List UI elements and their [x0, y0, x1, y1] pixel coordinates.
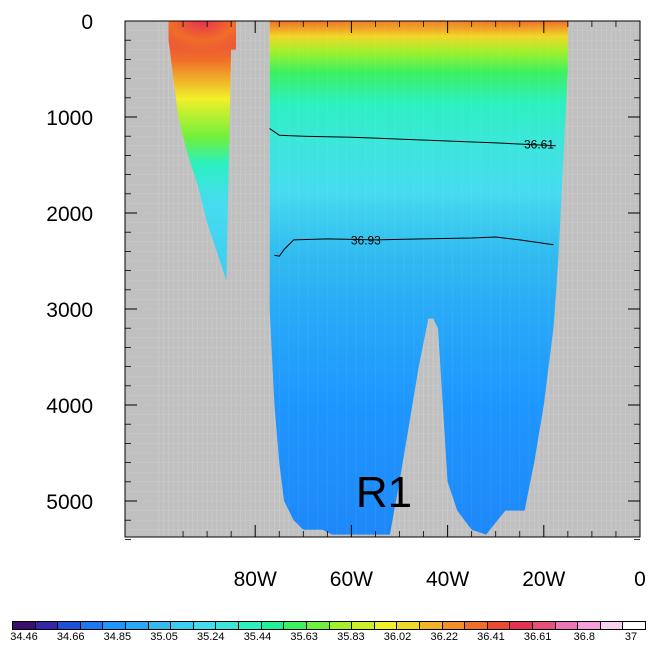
colorbar-swatch — [13, 622, 36, 629]
colorbar-swatch — [465, 622, 488, 629]
colorbar-swatch — [193, 622, 217, 629]
y-tick-label: 3000 — [46, 299, 93, 322]
colorbar-swatch — [419, 622, 443, 629]
colorbar-swatch — [284, 622, 307, 629]
colorbar-swatch — [374, 622, 398, 629]
colorbar-swatch — [510, 622, 534, 629]
y-tick-label: 5000 — [46, 491, 93, 514]
y-tick-label: 1000 — [46, 107, 93, 130]
colorbar-label: 37 — [624, 631, 638, 643]
main-basin-profile — [269, 21, 568, 535]
colorbar-label: 36.8 — [573, 631, 596, 643]
colorbar-swatch — [80, 622, 104, 629]
western-surface-maximum — [168, 21, 236, 61]
colorbar-swatch — [239, 622, 262, 629]
colorbar-swatch — [58, 622, 81, 629]
contour-line — [274, 236, 554, 257]
colorbar — [12, 621, 646, 630]
colorbar-swatch — [352, 622, 375, 629]
panel-label: R1 — [356, 468, 412, 517]
x-tick-label: 80W — [234, 568, 277, 591]
colorbar-swatch — [148, 622, 172, 629]
colorbar-swatch — [442, 622, 466, 629]
y-tick-label: 0 — [81, 11, 93, 34]
y-tick-label: 4000 — [46, 395, 93, 418]
x-tick-label: 40W — [426, 568, 469, 591]
colorbar-swatch — [216, 622, 240, 629]
x-tick-label: 20W — [522, 568, 565, 591]
colorbar-swatch — [306, 622, 330, 629]
salinity-field — [168, 21, 574, 537]
colorbar-swatch — [555, 622, 579, 629]
colorbar-swatch — [397, 622, 420, 629]
colorbar-swatch — [578, 622, 601, 629]
contour-label: 36.61 — [524, 138, 554, 152]
colorbar-swatch — [171, 622, 194, 629]
surface-maximum — [253, 21, 574, 91]
colorbar-label: 36.22 — [430, 631, 458, 643]
colorbar-label: 35.63 — [290, 631, 318, 643]
plot-frame — [124, 20, 641, 538]
contour-lines: 36.61 36.93 — [269, 128, 556, 257]
colorbar-label: 36.02 — [383, 631, 412, 643]
colorbar-swatch — [600, 622, 624, 629]
colorbar-swatch — [623, 622, 646, 629]
colorbar-swatch — [533, 622, 556, 629]
colorbar-label: 35.24 — [197, 631, 225, 643]
colorbar-label: 36.61 — [523, 631, 552, 643]
x-tick-label: 0 — [634, 568, 646, 591]
contour-line — [269, 128, 556, 147]
colorbar-label: 36.41 — [477, 631, 505, 643]
y-tick-label: 2000 — [46, 203, 93, 226]
colorbar-labels: 34.46 34.66 34.85 35.05 35.24 35.44 35.63 35.83… — [10, 631, 646, 645]
colorbar-label: 35.05 — [150, 631, 178, 643]
colorbar-label: 35.83 — [337, 631, 365, 643]
axes: 0 1000 2000 3000 4000 5000 80W 60W 40W 20W 0 — [46, 11, 646, 591]
colorbar-label: 34.85 — [103, 631, 132, 643]
colorbar-label: 34.66 — [56, 631, 85, 643]
colorbar-swatch — [35, 622, 59, 629]
colorbar-swatch — [329, 622, 353, 629]
colorbar-swatch — [126, 622, 149, 629]
colorbar-label: 34.46 — [10, 631, 38, 643]
western-basin-profile — [168, 21, 236, 281]
x-tick-label: 60W — [330, 568, 373, 591]
colorbar-label: 35.44 — [243, 631, 272, 643]
contour-label: 36.93 — [351, 234, 381, 248]
colorbar-swatch — [103, 622, 127, 629]
salinity-section-chart: 36.61 36.93 0 1000 2000 3000 4000 5000 80W 60W 40… — [46, 11, 646, 591]
colorbar-swatch — [487, 622, 511, 629]
colorbar-swatch — [261, 622, 285, 629]
